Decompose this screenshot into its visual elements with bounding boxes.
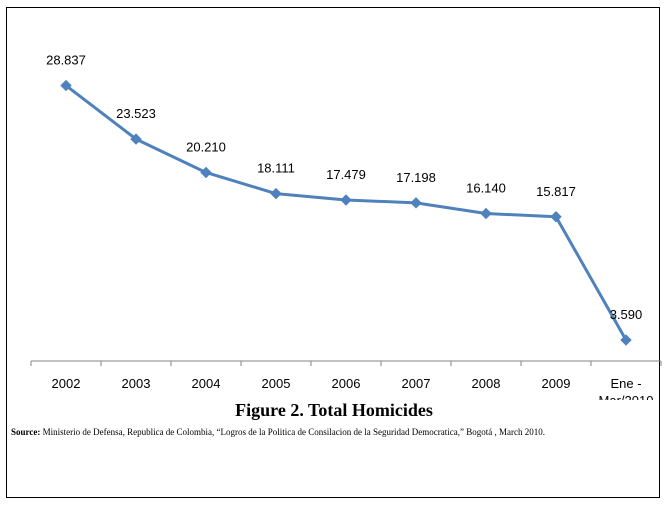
x-tick-label: 2006 <box>332 376 361 391</box>
x-tick-label: Ene -Mar/2010 <box>599 376 654 400</box>
series-line <box>66 86 626 340</box>
x-tick-label: 2004 <box>192 376 221 391</box>
x-tick-label: 2008 <box>472 376 501 391</box>
data-label: 28.837 <box>46 53 86 68</box>
figure-source: Source: Ministerio de Defensa, Republica… <box>11 427 661 438</box>
source-label: Source: <box>11 427 40 437</box>
data-label: 23.523 <box>116 106 156 121</box>
x-tick-label: 2002 <box>52 376 81 391</box>
data-point-marker <box>481 209 491 219</box>
data-label: 16.140 <box>466 181 506 196</box>
x-tick-label: 2007 <box>402 376 431 391</box>
x-tick-label: 2003 <box>122 376 151 391</box>
data-label: 15.817 <box>536 184 576 199</box>
data-point-marker <box>201 167 211 177</box>
data-point-marker <box>341 195 351 205</box>
data-point-marker <box>271 189 281 199</box>
homicides-line-chart: 2002 2003 2004 2005 2006 2007 2008 2009 Ene -Mar… <box>0 0 668 400</box>
data-label: 18.111 <box>257 161 295 176</box>
data-label: 20.210 <box>186 139 226 154</box>
source-text: Ministerio de Defensa, Republica de Colo… <box>43 427 545 437</box>
data-label: 17.198 <box>396 170 436 185</box>
data-point-marker <box>411 198 421 208</box>
x-tick-label: 2009 <box>542 376 571 391</box>
data-label: 17.479 <box>326 167 366 182</box>
x-tick-label: 2005 <box>262 376 291 391</box>
data-label: 3.590 <box>610 307 643 322</box>
figure-caption: Figure 2. Total Homicides <box>0 400 668 421</box>
